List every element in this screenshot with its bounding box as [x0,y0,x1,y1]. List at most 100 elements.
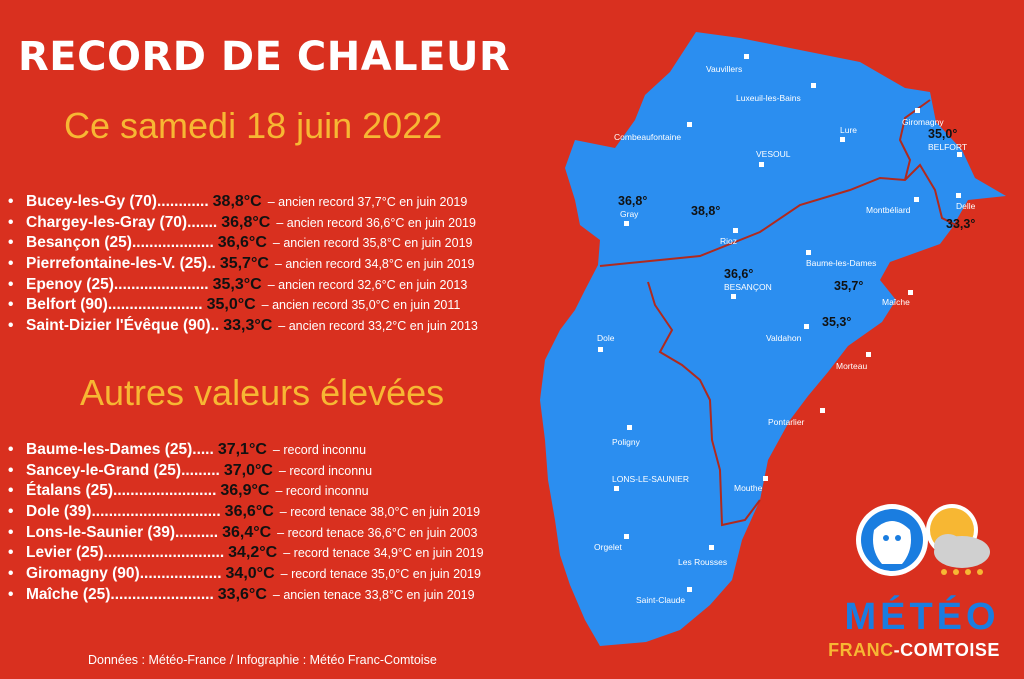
leader-dots: ............................ [103,544,225,562]
record-note: – record tenace 38,0°C en juin 2019 [279,505,481,520]
record-note: – record tenace 36,6°C en juin 2003 [277,525,478,540]
leader-dots: .. [210,317,220,335]
section-title-others: Autres valeurs élevées [80,372,445,413]
department-border [599,163,959,267]
leader-dots: ..... [192,441,214,458]
bullet-icon: • [8,275,14,293]
bullet-icon: • [8,296,14,314]
list-item: • Chargey-les-Gray (70)....... 36,8°C – anc… [8,213,478,234]
temp-delle: 33,3° [946,217,975,231]
town-label: Morteau [836,361,867,371]
temp-besancon: 36,6° [724,267,753,281]
city-name: Epenoy (25) [26,275,114,293]
list-item: • Levier (25)............................… [8,543,484,564]
temperature: 36,8°C [221,213,271,231]
temperature: 36,6°C [217,234,267,252]
temperature: 34,2°C [228,544,278,562]
leader-dots: ...................... [113,275,209,293]
list-item: • Dole (39)..............................… [8,502,484,523]
bullet-icon: • [8,461,14,479]
temp-pierrefontaine: 35,7° [834,279,863,293]
city-name: Giromagny (90) [26,565,140,583]
record-note: – record tenace 35,0°C en juin 2019 [280,567,481,582]
temperature: 33,3°C [223,317,273,335]
town-markers: Vauvillers Luxeuil-les-Bains Combeaufont… [594,54,976,605]
city-name: Belfort (90) [26,296,108,314]
town-label: Les Rousses [678,557,727,567]
list-item: • Belfort (90)...................... 35,0°… [8,295,478,316]
record-note: – record inconnu [275,484,369,499]
temperature: 36,4°C [222,523,272,541]
logo-meteo: MÉTÉO [844,596,1000,638]
town-label: BESANÇON [724,282,772,292]
bullet-icon: • [8,565,14,583]
list-item: • Bucey-les-Gy (70)............ 38,8°C – an… [8,192,478,213]
others-list: • Baume-les-Dames (25)..... 37,1°C – record… [8,440,484,606]
bullet-icon: • [8,585,14,603]
town-label: Dole [597,333,615,343]
town-label: VESOUL [756,149,791,159]
bullet-icon: • [8,213,14,231]
page-title: RECORD DE CHALEUR [18,34,511,80]
record-note: – ancien record 35,8°C en juin 2019 [272,236,473,251]
bullet-icon: • [8,523,14,541]
town-label: Gray [620,209,639,219]
temperature: 36,6°C [224,503,274,521]
temperature: 37,1°C [217,441,267,458]
list-item: • Besançon (25)................... 36,6°C –… [8,233,478,254]
town-label: Valdahon [766,333,802,343]
temp-bucey: 38,8° [691,204,720,218]
town-label: Mouthe [734,483,763,493]
credits-footer: Données : Météo-France / Infographie : M… [88,653,437,667]
town-label: Poligny [612,437,641,447]
city-name: Saint-Dizier l'Évêque (90) [26,317,211,335]
record-note: – ancien record 34,8°C en juin 2019 [274,257,475,272]
temp-belfort: 35,0° [928,127,957,141]
town-label: LONS-LE-SAUNIER [612,474,689,484]
town-label: Rioz [720,236,737,246]
department-border [898,99,931,181]
temperature: 35,0°C [206,296,256,314]
city-name: Maîche (25) [26,585,111,603]
temperature: 38,8°C [212,193,262,210]
temperature: 33,6°C [217,585,267,603]
list-item: • Saint-Dizier l'Évêque (90).. 33,3°C – anc… [8,316,478,337]
leader-dots: ................... [139,565,222,583]
town-label: Maîche [882,297,910,307]
temperature: 35,3°C [212,275,262,293]
record-note: – record inconnu [272,443,367,457]
bullet-icon: • [8,193,14,210]
town-label: Orgelet [594,542,623,552]
city-name: Bucey-les-Gy (70) [26,193,157,210]
list-item: • Epenoy (25)...................... 35,3°C… [8,275,478,296]
list-item: • Sancey-le-Grand (25)......... 37,0°C – re… [8,461,484,482]
record-note: – ancien record 35,0°C en juin 2011 [261,298,461,313]
bullet-icon: • [8,482,14,500]
records-list: • Bucey-les-Gy (70)............ 38,8°C – an… [8,192,478,337]
town-label: Luxeuil-les-Bains [736,93,801,103]
bullet-icon: • [8,544,14,562]
leader-dots: ............ [156,193,209,210]
city-name: Levier (25) [26,544,104,562]
record-note: – ancien record 36,6°C en juin 2019 [276,215,476,230]
region-shape [540,32,1006,646]
record-note: – record inconnu [278,463,373,478]
leader-dots: ...................... [107,296,203,314]
list-item: • Maîche (25)........................ 33,6… [8,585,484,606]
list-item: • Pierrefontaine-les-V. (25).. 35,7°C – anc… [8,254,478,275]
leader-dots: .. [207,255,216,273]
leader-dots: .......... [175,523,219,541]
list-item: • Baume-les-Dames (25)..... 37,1°C – record… [8,440,484,461]
page-subtitle: Ce samedi 18 juin 2022 [64,105,443,146]
record-note: – ancien tenace 33,8°C en juin 2019 [272,587,475,602]
city-name: Lons-le-Saunier (39) [26,523,175,541]
leader-dots: ................... [131,234,214,252]
bullet-icon: • [8,255,14,273]
city-name: Dole (39) [26,503,92,521]
temperature: 37,0°C [223,461,273,479]
record-note: – ancien record 32,6°C en juin 2013 [267,277,468,292]
list-item: • Lons-le-Saunier (39).......... 36,4°C – r… [8,523,484,544]
temperature-values: 35,0° 36,8° 38,8° 33,3° 36,6° 35,7° 35,3… [618,127,975,329]
town-label: Combeaufontaine [614,132,681,142]
